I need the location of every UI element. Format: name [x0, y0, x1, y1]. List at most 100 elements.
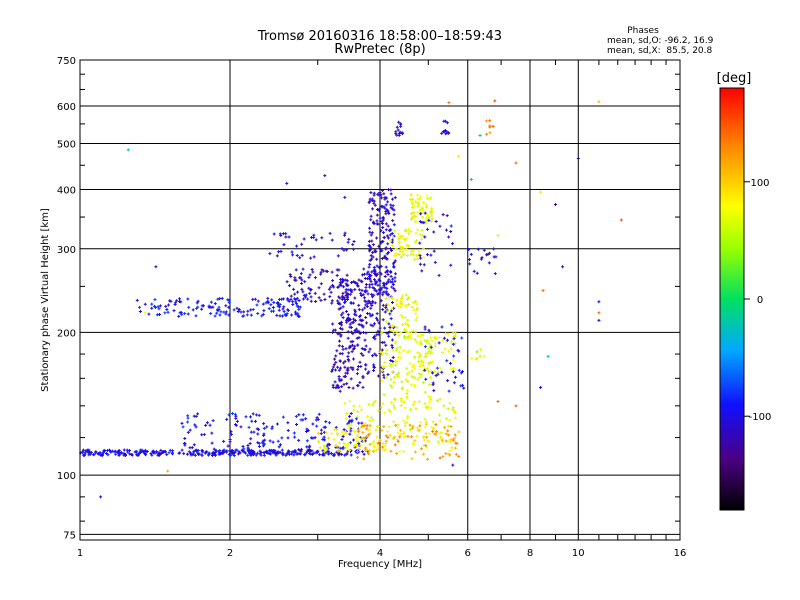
data-point [514, 161, 518, 165]
chart-title: Tromsø 20160316 18:58:00–18:59:43 [257, 29, 502, 44]
data-point [153, 451, 157, 455]
data-point [390, 306, 394, 310]
data-point [384, 222, 388, 226]
data-point [457, 368, 461, 372]
data-point [546, 354, 550, 358]
data-point [597, 318, 601, 322]
data-point [380, 405, 384, 409]
data-point [284, 453, 288, 457]
data-point [309, 256, 313, 260]
data-point [263, 438, 267, 442]
data-point [452, 354, 456, 358]
data-point [277, 308, 281, 312]
data-point [157, 451, 161, 455]
data-point [417, 428, 421, 432]
data-point [407, 296, 411, 300]
data-point [282, 243, 286, 247]
data-point [396, 431, 400, 435]
data-point [204, 423, 208, 427]
data-point [438, 419, 442, 423]
data-point [117, 449, 121, 453]
data-point [395, 451, 399, 455]
data-point [392, 436, 396, 440]
data-point [377, 424, 381, 428]
data-point [446, 379, 450, 383]
data-point [417, 400, 421, 404]
data-point [345, 431, 349, 435]
data-point [472, 269, 476, 273]
data-point [371, 324, 375, 328]
data-point [356, 455, 359, 459]
data-point [391, 329, 395, 333]
data-point [375, 236, 379, 240]
data-point [361, 385, 365, 389]
data-point [427, 218, 431, 222]
data-point [411, 443, 415, 447]
data-point [286, 298, 290, 302]
data-point [427, 383, 431, 387]
data-point [330, 301, 334, 305]
data-point [353, 312, 357, 316]
data-point [478, 354, 482, 358]
data-point [338, 389, 342, 393]
data-point [171, 449, 175, 453]
data-point [391, 277, 395, 281]
data-point [371, 286, 375, 290]
data-point [413, 338, 417, 342]
data-point [381, 290, 385, 294]
data-point [412, 308, 416, 312]
data-point [344, 347, 348, 351]
data-point [328, 295, 332, 299]
data-point [378, 271, 382, 275]
data-point [235, 419, 239, 423]
data-point [401, 250, 405, 254]
data-point [183, 311, 187, 315]
data-point [370, 270, 374, 274]
data-point [400, 131, 404, 135]
data-point [288, 284, 292, 288]
data-point [235, 306, 239, 310]
data-point [437, 273, 441, 277]
grid-lines [80, 60, 680, 540]
data-point [364, 316, 368, 320]
data-point [379, 332, 383, 336]
data-point [227, 300, 231, 304]
data-point [413, 366, 417, 370]
data-point [369, 254, 373, 258]
data-point [309, 299, 313, 303]
data-point [400, 296, 404, 300]
data-point [447, 389, 451, 393]
data-point [336, 433, 340, 437]
data-point [429, 253, 433, 257]
data-point [333, 428, 337, 432]
data-point [314, 418, 318, 422]
data-point [277, 445, 281, 449]
data-point [425, 435, 429, 439]
data-point [449, 366, 453, 370]
data-point [206, 453, 210, 457]
data-point [362, 267, 366, 271]
data-point [361, 353, 365, 357]
data-point [349, 377, 353, 381]
data-point [451, 406, 455, 410]
data-point [553, 202, 557, 206]
data-point [239, 425, 243, 429]
data-point [384, 203, 388, 207]
data-point [297, 299, 301, 303]
data-point [350, 280, 354, 284]
data-point [345, 411, 349, 415]
data-point [278, 302, 282, 306]
data-point [493, 272, 497, 276]
data-point [287, 235, 291, 239]
data-point [334, 425, 338, 429]
data-point [419, 372, 423, 376]
data-point [395, 346, 399, 350]
data-point [415, 315, 419, 319]
data-point [474, 357, 478, 361]
data-point [358, 444, 362, 448]
data-point [390, 207, 394, 211]
data-point [416, 197, 420, 201]
data-point [399, 247, 403, 251]
data-point [350, 330, 354, 334]
data-point [597, 100, 601, 104]
